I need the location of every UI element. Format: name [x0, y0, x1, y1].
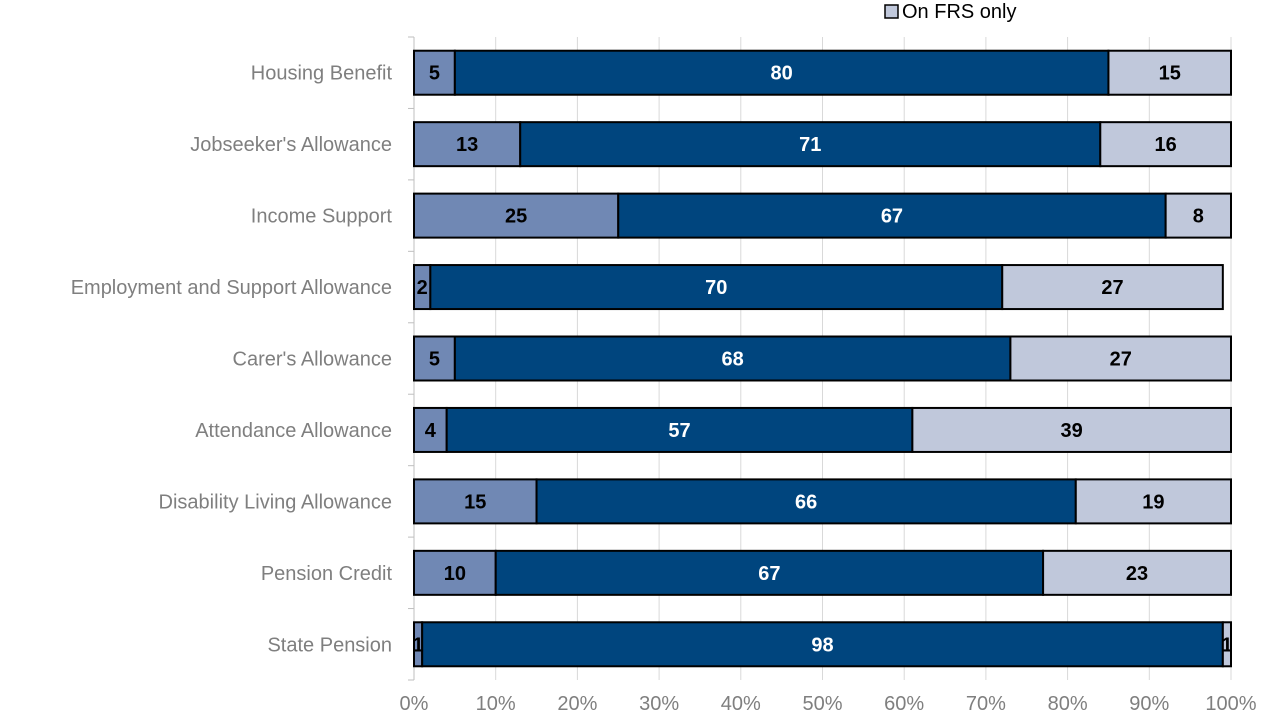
bar-segment — [1001, 264, 1224, 311]
x-tick-label: 70% — [966, 693, 1006, 715]
data-label: 15 — [1159, 63, 1181, 85]
data-label: 1 — [413, 634, 424, 656]
data-label: 80 — [771, 63, 793, 85]
bar-segment — [453, 49, 1110, 96]
x-tick-label: 10% — [476, 693, 516, 715]
bar-segment — [1164, 192, 1233, 239]
data-label: 67 — [881, 206, 903, 228]
data-label: 15 — [464, 491, 486, 513]
bar-segment — [1099, 121, 1233, 168]
data-label: 25 — [505, 206, 527, 228]
x-tick-label: 30% — [639, 693, 679, 715]
data-label: 70 — [705, 277, 727, 299]
category-label: State Pension — [267, 634, 392, 656]
category-label: Employment and Support Allowance — [71, 277, 392, 299]
bar-segment — [494, 549, 1045, 596]
bar-segment — [535, 478, 1077, 525]
bar-segment — [1107, 49, 1232, 96]
data-label: 16 — [1155, 134, 1177, 156]
x-tick-label: 90% — [1129, 693, 1169, 715]
data-label: 66 — [795, 491, 817, 513]
x-tick-label: 80% — [1048, 693, 1088, 715]
data-label: 5 — [429, 349, 440, 371]
bar-segment — [1042, 549, 1232, 596]
legend-label: On FRS only — [902, 1, 1016, 23]
bar-segment — [1009, 335, 1232, 382]
legend: On FRS only — [884, 1, 1016, 23]
x-tick-label: 0% — [400, 693, 429, 715]
data-label: 23 — [1126, 563, 1148, 585]
category-label: Jobseeker's Allowance — [190, 134, 392, 156]
bar-segment — [453, 335, 1012, 382]
category-label: Attendance Allowance — [195, 420, 392, 442]
data-label: 57 — [668, 420, 690, 442]
category-label: Carer's Allowance — [233, 349, 392, 371]
bar-segment — [617, 192, 1167, 239]
category-label: Disability Living Allowance — [159, 491, 392, 513]
data-label: 4 — [425, 420, 437, 442]
bar-segment — [1074, 478, 1233, 525]
category-label: Housing Benefit — [251, 63, 393, 85]
x-tick-label: 20% — [557, 693, 597, 715]
data-label: 39 — [1061, 420, 1083, 442]
data-label: 71 — [799, 134, 821, 156]
category-label: Income Support — [251, 206, 393, 228]
data-label: 1 — [1221, 634, 1232, 656]
legend-swatch — [884, 4, 899, 19]
x-tick-label: 60% — [884, 693, 924, 715]
bars — [413, 49, 1233, 668]
x-tick-label: 40% — [721, 693, 761, 715]
data-label: 5 — [429, 63, 440, 85]
data-label: 8 — [1193, 206, 1204, 228]
data-label: 27 — [1101, 277, 1123, 299]
bar-segment — [911, 406, 1232, 453]
data-label: 13 — [456, 134, 478, 156]
data-label: 19 — [1142, 491, 1164, 513]
data-label: 68 — [722, 349, 744, 371]
x-tick-label: 100% — [1205, 693, 1256, 715]
category-label: Pension Credit — [261, 563, 393, 585]
data-label: 67 — [758, 563, 780, 585]
bar-segment — [1221, 621, 1232, 668]
data-label: 2 — [417, 277, 428, 299]
x-tick-label: 50% — [802, 693, 842, 715]
bar-segment — [429, 264, 1004, 311]
bar-segment — [413, 121, 522, 168]
data-label: 27 — [1110, 349, 1132, 371]
data-label: 10 — [444, 563, 466, 585]
data-label: 98 — [811, 634, 833, 656]
